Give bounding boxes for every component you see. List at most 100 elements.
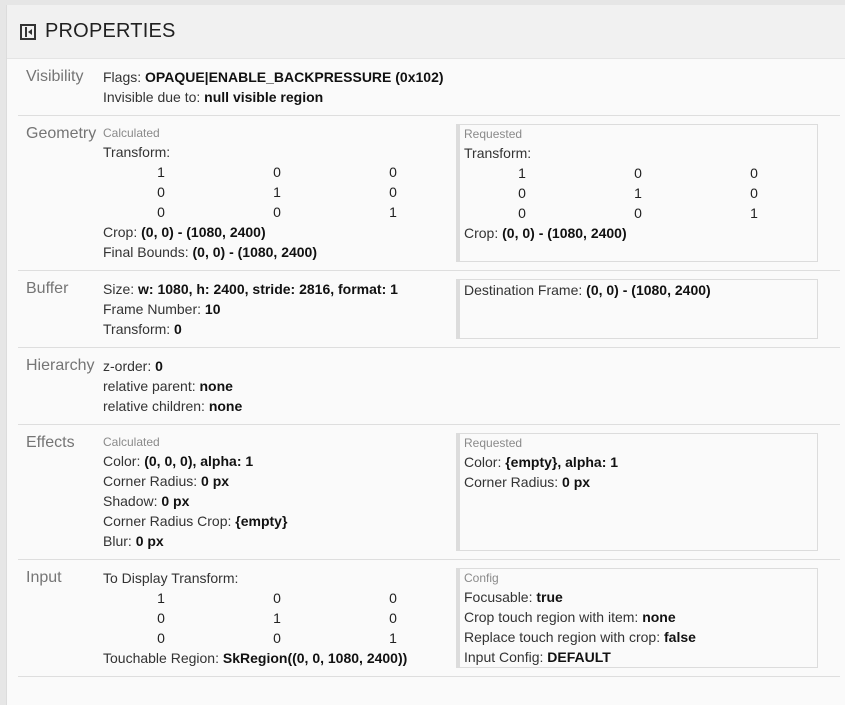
right-block: Config Focusable: true Crop touch region w…	[456, 568, 818, 668]
left-block: Calculated Color: (0, 0, 0), alpha: 1 Corn…	[103, 433, 456, 551]
block-subtitle: Calculated	[103, 435, 160, 449]
property-value: 0	[174, 321, 182, 337]
property-value: 0 px	[135, 533, 164, 549]
property-value: SkRegion((0, 0, 1080, 2400))	[222, 650, 408, 666]
section-hierarchy: Hierarchy z-order: 0 relative parent: none…	[18, 348, 840, 425]
sidebar-collapse-icon[interactable]	[20, 23, 36, 40]
property-key: Transform:	[103, 321, 175, 337]
property-value: none	[208, 398, 243, 414]
section-label: Effects	[26, 434, 75, 451]
block-subtitle: Requested	[464, 127, 523, 141]
block-subtitle: Calculated	[103, 126, 160, 140]
property-line: Crop: (0, 0) - (1080, 2400)	[464, 223, 817, 243]
section-label: Geometry	[26, 125, 97, 142]
properties-header: PROPERTIES	[7, 5, 845, 59]
matrix-cell: 1	[634, 185, 642, 201]
left-block: Flags: OPAQUE|ENABLE_BACKPRESSURE (0x102…	[103, 67, 456, 107]
matrix-cell: 1	[157, 590, 165, 606]
left-block: Calculated Transform: 1 0 0 0 1 0 0 0 1 Crop: (0, 0…	[103, 124, 456, 262]
property-key: Shadow:	[103, 493, 162, 509]
matrix-cell: 0	[518, 205, 526, 221]
property-line: Input Config: DEFAULT	[464, 647, 817, 667]
property-value: (0, 0) - (1080, 2400)	[586, 282, 711, 298]
matrix-cell: 0	[157, 630, 165, 646]
matrix-cell: 0	[389, 164, 397, 180]
property-key: Color:	[464, 454, 506, 470]
matrix-cell: 1	[518, 165, 526, 181]
property-value: 0 px	[562, 474, 591, 490]
section-input: Input To Display Transform: 1 0 0 0 1 0 0 0 1 Touch…	[18, 560, 840, 677]
property-key: Input Config:	[464, 649, 548, 665]
matrix-cell: 1	[389, 630, 397, 646]
left-block: Size: w: 1080, h: 2400, stride: 2816, fo…	[103, 279, 456, 339]
property-value: true	[536, 589, 563, 605]
matrix-cell: 0	[273, 164, 281, 180]
property-line: Size: w: 1080, h: 2400, stride: 2816, fo…	[103, 279, 456, 299]
matrix-row: 0 1 0	[103, 182, 456, 202]
property-line: Destination Frame: (0, 0) - (1080, 2400)	[464, 280, 817, 300]
property-value: w: 1080, h: 2400, stride: 2816, format: …	[138, 281, 398, 297]
property-line: Transform:	[103, 142, 456, 162]
property-value: (0, 0) - (1080, 2400)	[502, 225, 627, 241]
property-line: Focusable: true	[464, 587, 817, 607]
property-line: Invisible due to: null visible region	[103, 87, 456, 107]
property-line: Color: {empty}, alpha: 1	[464, 452, 817, 472]
property-value: (0, 0) - (1080, 2400)	[141, 224, 266, 240]
property-key: Crop touch region with item:	[464, 609, 643, 625]
property-line: Corner Radius Crop: {empty}	[103, 511, 456, 531]
matrix-cell: 0	[157, 184, 165, 200]
property-value: null visible region	[204, 89, 324, 105]
property-value: none	[199, 378, 233, 394]
property-key: Crop:	[103, 224, 142, 240]
section-geometry: Geometry Calculated Transform: 1 0 0 0 1 0 0 0 1 Cro…	[18, 116, 840, 271]
property-value: (0, 0) - (1080, 2400)	[192, 244, 318, 260]
property-key: Transform:	[464, 145, 532, 161]
property-line: Corner Radius: 0 px	[103, 471, 456, 491]
matrix-row: 0 1 0	[103, 608, 456, 628]
property-value: 10	[204, 301, 221, 317]
property-line: Final Bounds: (0, 0) - (1080, 2400)	[103, 242, 456, 262]
matrix-row: 0 0 1	[103, 202, 456, 222]
block-subtitle: Requested	[464, 436, 523, 450]
property-key: Replace touch region with crop:	[464, 629, 664, 645]
section-label: Buffer	[26, 280, 69, 297]
property-line: Blur: 0 px	[103, 531, 456, 551]
matrix-cell: 0	[518, 185, 526, 201]
matrix-row: 0 0 1	[464, 203, 817, 223]
left-block: z-order: 0 relative parent: none relative …	[103, 356, 456, 416]
property-line: Touchable Region: SkRegion((0, 0, 1080, …	[103, 648, 456, 668]
matrix-cell: 1	[750, 205, 758, 221]
section-label: Hierarchy	[26, 357, 95, 374]
section-effects: Effects Calculated Color: (0, 0, 0), alpha…	[18, 425, 840, 560]
property-key: Size:	[103, 281, 139, 297]
matrix-cell: 0	[273, 630, 281, 646]
property-key: Corner Radius Crop:	[103, 513, 236, 529]
matrix-cell: 1	[273, 184, 281, 200]
property-key: Color:	[103, 453, 145, 469]
matrix-row: 1 0 0	[103, 588, 456, 608]
property-value: false	[664, 629, 696, 645]
property-line: Flags: OPAQUE|ENABLE_BACKPRESSURE (0x102…	[103, 67, 456, 87]
property-line: Replace touch region with crop: false	[464, 627, 817, 647]
right-block: Destination Frame: (0, 0) - (1080, 2400)	[456, 279, 818, 339]
property-key: To Display Transform:	[103, 570, 239, 586]
matrix-cell: 0	[750, 165, 758, 181]
property-key: Corner Radius:	[103, 473, 202, 489]
property-value: 0 px	[201, 473, 230, 489]
matrix-cell: 0	[634, 165, 642, 181]
property-line: To Display Transform:	[103, 568, 456, 588]
section-label: Visibility	[26, 68, 84, 85]
property-key: Blur:	[103, 533, 136, 549]
property-key: Focusable:	[464, 589, 537, 605]
matrix-cell: 1	[157, 164, 165, 180]
property-key: relative children:	[103, 398, 209, 414]
property-key: Crop:	[464, 225, 503, 241]
property-value: OPAQUE|ENABLE_BACKPRESSURE (0x102)	[145, 69, 444, 85]
property-line: Crop: (0, 0) - (1080, 2400)	[103, 222, 456, 242]
property-key: Invisible due to:	[103, 89, 205, 105]
properties-panel: PROPERTIES Visibility Flags: OPAQUE|ENABL…	[6, 5, 845, 705]
property-key: Transform:	[103, 144, 171, 160]
matrix-cell: 0	[389, 590, 397, 606]
matrix-cell: 1	[273, 610, 281, 626]
matrix-cell: 0	[273, 590, 281, 606]
